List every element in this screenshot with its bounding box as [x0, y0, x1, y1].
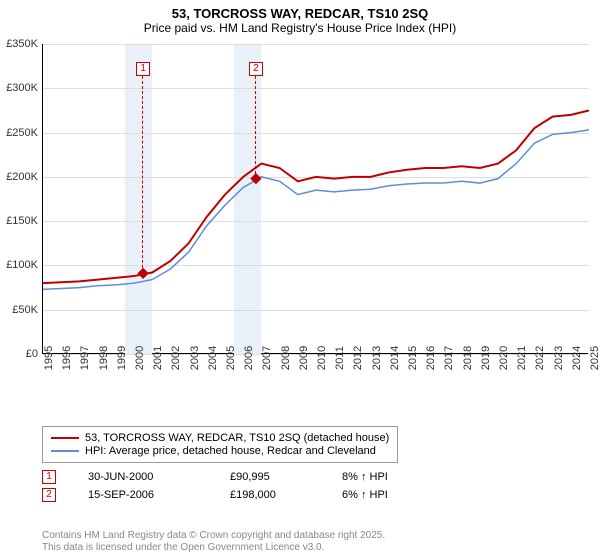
sale-row-marker: 1 [42, 470, 56, 484]
chart-subtitle: Price paid vs. HM Land Registry's House … [0, 21, 600, 35]
legend-row: 53, TORCROSS WAY, REDCAR, TS10 2SQ (deta… [51, 432, 389, 444]
chart-title: 53, TORCROSS WAY, REDCAR, TS10 2SQ [0, 6, 600, 21]
sale-pct: 6% ↑ HPI [342, 489, 422, 501]
y-axis-label: £300K [6, 82, 38, 94]
series-price_paid [43, 110, 589, 283]
legend-label: HPI: Average price, detached house, Redc… [85, 445, 376, 457]
sales-table: 1 30-JUN-2000 £90,995 8% ↑ HPI 2 15-SEP-2006 £… [42, 466, 422, 506]
sale-diamond-icon [137, 268, 148, 279]
y-axis-label: £100K [6, 259, 38, 271]
legend-label: 53, TORCROSS WAY, REDCAR, TS10 2SQ (deta… [85, 432, 389, 444]
footer: Contains HM Land Registry data © Crown c… [42, 530, 385, 554]
lines-svg [43, 44, 589, 354]
sale-pct: 8% ↑ HPI [342, 471, 422, 483]
footer-line2: This data is licensed under the Open Gov… [42, 542, 385, 554]
sale-row: 2 15-SEP-2006 £198,000 6% ↑ HPI [42, 488, 422, 502]
sale-date: 15-SEP-2006 [88, 489, 198, 501]
title-block: 53, TORCROSS WAY, REDCAR, TS10 2SQ Price… [0, 0, 600, 39]
legend-row: HPI: Average price, detached house, Redc… [51, 445, 389, 457]
legend-swatch [51, 437, 79, 439]
y-axis-label: £0 [26, 348, 38, 360]
y-axis-label: £350K [6, 38, 38, 50]
sale-price: £198,000 [230, 489, 310, 501]
sale-row-marker: 2 [42, 488, 56, 502]
y-axis-label: £200K [6, 171, 38, 183]
legend: 53, TORCROSS WAY, REDCAR, TS10 2SQ (deta… [42, 426, 398, 463]
legend-swatch [51, 450, 79, 452]
sale-row: 1 30-JUN-2000 £90,995 8% ↑ HPI [42, 470, 422, 484]
y-axis-label: £50K [12, 304, 38, 316]
chart-area: £0£50K£100K£150K£200K£250K£300K£350K1995… [42, 44, 588, 390]
x-axis-label: 2025 [589, 346, 600, 370]
y-axis-label: £150K [6, 215, 38, 227]
y-axis-label: £250K [6, 127, 38, 139]
sale-date: 30-JUN-2000 [88, 471, 198, 483]
footer-line1: Contains HM Land Registry data © Crown c… [42, 530, 385, 542]
series-hpi [43, 130, 589, 289]
plot: £0£50K£100K£150K£200K£250K£300K£350K1995… [42, 44, 588, 354]
sale-price: £90,995 [230, 471, 310, 483]
